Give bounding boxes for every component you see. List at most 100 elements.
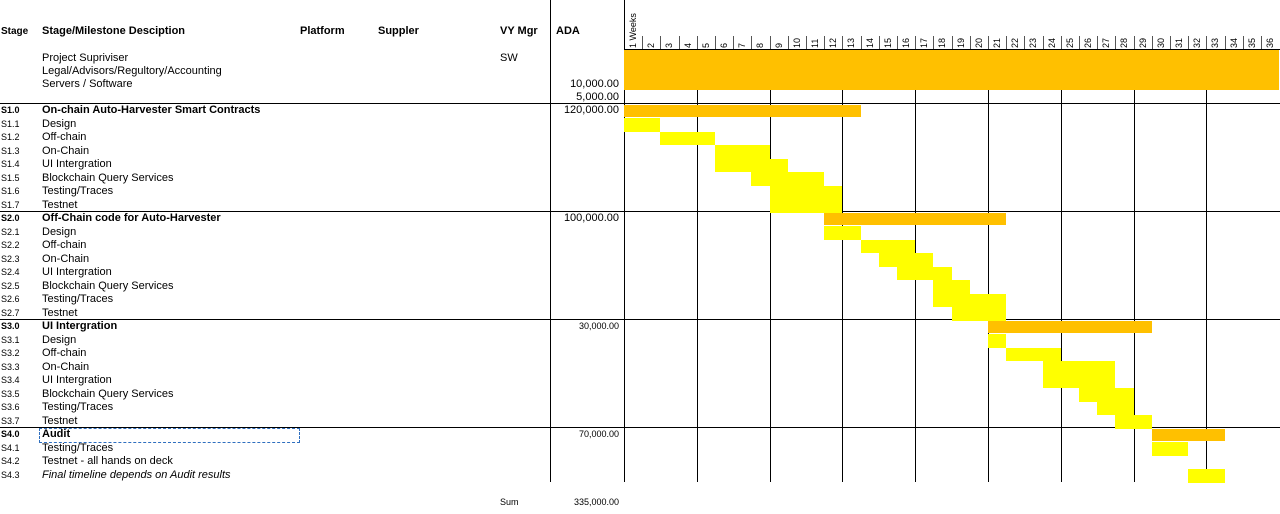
- milestone-description: Blockchain Query Services: [42, 387, 174, 400]
- week-tick: [1170, 36, 1171, 49]
- task-bar: [933, 293, 1007, 307]
- week-label: 1 Weeks: [628, 13, 638, 48]
- task-bar: [1151, 442, 1189, 456]
- week-header-divider: [624, 49, 1280, 50]
- week-tick: [806, 36, 807, 49]
- stage-code: S2.2: [1, 240, 20, 250]
- header-stage[interactable]: Stage: [1, 26, 29, 37]
- task-bar: [824, 226, 861, 240]
- overhead-description: Servers / Software: [42, 78, 133, 90]
- milestone-description: Testing/Traces: [42, 441, 114, 454]
- milestone-description: Design: [42, 225, 77, 238]
- milestone-description: Off-chain: [42, 239, 87, 251]
- overhead-vy-mgr: SW: [500, 52, 518, 64]
- milestone-description: On-Chain: [42, 252, 90, 265]
- week-label: 2: [646, 42, 657, 48]
- week-label: 17: [919, 37, 930, 48]
- week-tick: [642, 36, 643, 49]
- milestone-description: Testing/Traces: [42, 293, 114, 305]
- stage-code: S1.1: [1, 118, 20, 129]
- task-bar: [878, 253, 934, 267]
- week-gridline: [1134, 49, 1135, 482]
- stage-code: S4.2: [1, 456, 20, 466]
- overhead-bar: [624, 50, 1280, 90]
- milestone-description: Testing/Traces: [42, 401, 114, 413]
- week-gridline: [842, 49, 843, 482]
- stage-code: S2.3: [1, 253, 20, 264]
- week-label: 12: [828, 37, 839, 48]
- stage-code: S1.6: [1, 186, 20, 196]
- week-tick: [1024, 36, 1025, 49]
- task-bar: [1079, 388, 1134, 402]
- milestone-description: Testnet: [42, 414, 78, 427]
- week-label: 14: [864, 37, 875, 48]
- stage-title: On-chain Auto-Harvester Smart Contracts: [42, 104, 261, 116]
- stage-code: S4.3: [1, 469, 20, 480]
- week-label: 35: [1246, 37, 1257, 48]
- stage-code: S1.5: [1, 172, 20, 183]
- overhead-ada: 5,000.00: [576, 91, 619, 103]
- week-tick: [933, 36, 934, 49]
- stage-code: S1.4: [1, 159, 20, 169]
- week-label: 8: [755, 42, 766, 48]
- header-description[interactable]: Stage/Milestone Desciption: [42, 25, 186, 37]
- task-bar: [988, 334, 1007, 348]
- week-tick: [1006, 36, 1007, 49]
- week-tick: [842, 36, 843, 49]
- milestone-description: Testnet - all hands on deck: [42, 455, 173, 467]
- week-tick: [788, 36, 789, 49]
- milestone-description: Testnet: [42, 198, 78, 211]
- stage-code: S1.3: [1, 145, 20, 156]
- stage-bar: [1151, 428, 1225, 441]
- stage-code: S3.4: [1, 375, 20, 385]
- stage-code: S2.7: [1, 307, 20, 318]
- stage-code: S1.7: [1, 199, 20, 210]
- header-vy-mgr[interactable]: VY Mgr: [500, 25, 538, 37]
- task-bar: [897, 266, 952, 280]
- task-bar: [951, 307, 1007, 321]
- milestone-description: Design: [42, 117, 77, 130]
- ada-column-divider: [550, 0, 551, 482]
- week-tick: [897, 36, 898, 49]
- week-label: 20: [973, 37, 984, 48]
- sum-label: Sum: [500, 497, 519, 507]
- sum-value: 335,000.00: [573, 497, 619, 507]
- week-label: 21: [992, 37, 1002, 48]
- header-supplier[interactable]: Suppler: [378, 25, 419, 37]
- stage-title[interactable]: Audit: [42, 428, 71, 440]
- milestone-description: UI Intergration: [42, 158, 112, 170]
- stage-code: S2.1: [1, 226, 20, 237]
- week-gridline: [1061, 49, 1062, 482]
- week-label: 9: [773, 42, 784, 48]
- week-tick: [970, 36, 971, 49]
- stage-code: S2.0: [1, 213, 20, 223]
- week-tick: [733, 36, 734, 49]
- task-bar: [1042, 374, 1116, 388]
- section-divider: [0, 427, 1280, 428]
- task-bar: [1097, 401, 1134, 415]
- overhead-ada: 10,000.00: [570, 78, 619, 90]
- week-label: 23: [1028, 37, 1039, 48]
- week-label: 26: [1083, 37, 1093, 48]
- header-ada[interactable]: ADA: [556, 25, 580, 37]
- week-label: 7: [737, 42, 748, 48]
- week-tick: [1115, 36, 1116, 49]
- week-label: 5: [700, 42, 711, 48]
- week-tick: [1243, 36, 1244, 49]
- stage-code: S2.6: [1, 294, 20, 304]
- stage-code: S3.6: [1, 402, 20, 412]
- week-label: 31: [1174, 37, 1184, 48]
- week-tick: [1188, 36, 1189, 49]
- stage-code: S3.0: [1, 321, 20, 331]
- milestone-description: UI Intergration: [42, 266, 112, 278]
- task-bar: [1115, 415, 1152, 429]
- overhead-description: Project Supriviser: [42, 52, 129, 64]
- stage-code: S4.0: [1, 429, 20, 439]
- stage-code: S2.5: [1, 280, 20, 291]
- header-platform[interactable]: Platform: [300, 25, 345, 37]
- week-label: 13: [846, 37, 857, 48]
- week-gridline: [1206, 49, 1207, 482]
- week-tick: [1061, 36, 1062, 49]
- week-tick: [1206, 36, 1207, 49]
- task-bar: [1006, 347, 1061, 361]
